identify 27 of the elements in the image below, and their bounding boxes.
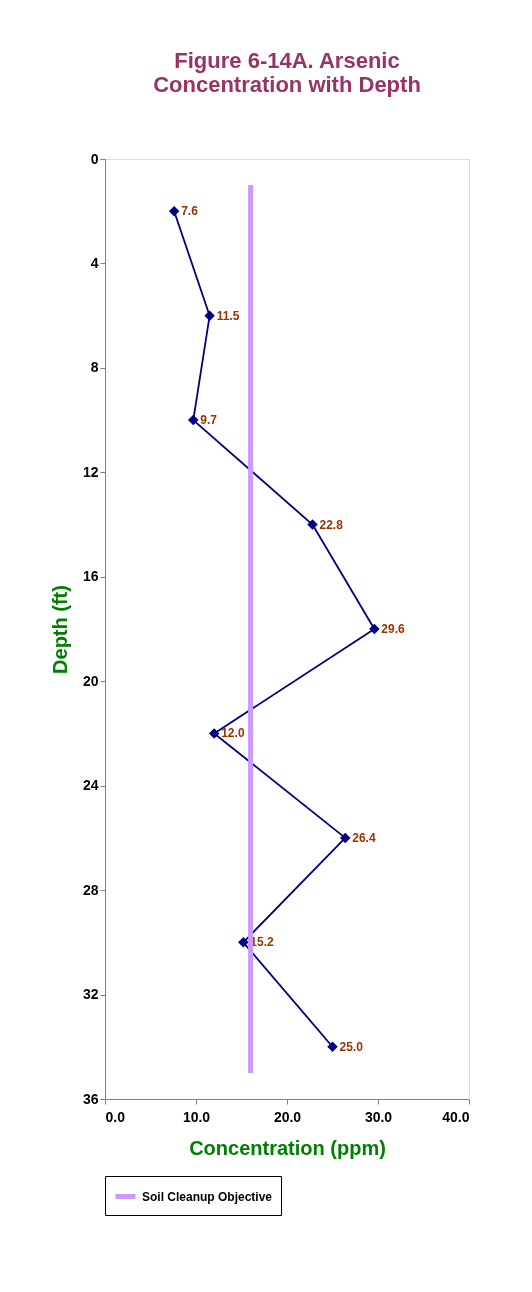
- y-tick-label: 8: [90, 359, 99, 376]
- x-tick-label: 0.0: [105, 1108, 126, 1125]
- data-label: 26.4: [352, 830, 376, 845]
- data-label: 7.6: [181, 204, 199, 219]
- y-tick-label: 0: [90, 150, 99, 167]
- data-label: 29.6: [381, 622, 406, 636]
- data-label: 22.8: [319, 517, 344, 532]
- y-tick-label: 24: [82, 777, 99, 794]
- y-tick-label: 20: [82, 672, 99, 689]
- x-tick-label: 20.0: [273, 1108, 302, 1125]
- y-tick-label: 28: [82, 881, 99, 898]
- y-tick-label: 4: [90, 254, 99, 271]
- y-tick-label: 16: [82, 568, 99, 585]
- x-tick-label: 30.0: [364, 1108, 393, 1125]
- legend-label: Soil Cleanup Objective: [142, 1189, 273, 1204]
- data-label: 9.7: [200, 413, 218, 428]
- y-tick-label: 32: [82, 986, 99, 1003]
- x-tick-label: 40.0: [442, 1108, 470, 1125]
- data-label: 25.0: [339, 1039, 364, 1054]
- x-axis-title: Concentration (ppm): [189, 1136, 386, 1159]
- chart-title: Figure 6-14A. Arsenic Concentration with Depth: [153, 48, 421, 97]
- y-tick-label: 12: [82, 463, 99, 480]
- y-tick-label: 36: [82, 1090, 99, 1107]
- x-tick-label: 10.0: [182, 1108, 211, 1125]
- data-label: 11.5: [216, 308, 240, 323]
- y-axis-title: Depth (ft): [48, 585, 71, 674]
- data-label: 12.0: [221, 726, 245, 741]
